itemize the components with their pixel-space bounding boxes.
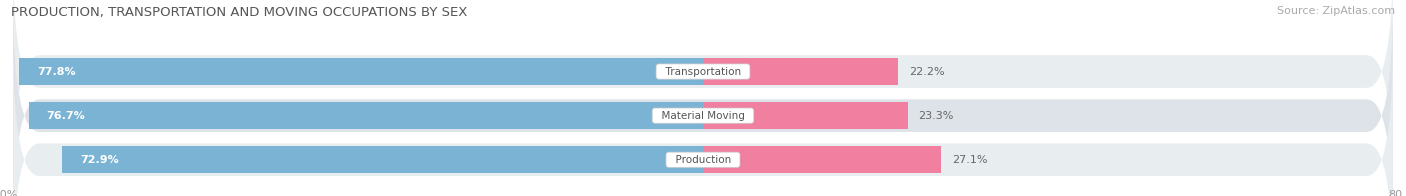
Bar (62, 146, 703, 173)
Text: 72.9%: 72.9% (80, 155, 118, 165)
Text: 22.2%: 22.2% (908, 66, 945, 77)
Text: Transportation: Transportation (658, 66, 748, 77)
FancyBboxPatch shape (13, 0, 1393, 188)
FancyBboxPatch shape (13, 0, 1393, 196)
Bar (20, 58, 703, 85)
Bar (30, 102, 703, 129)
Bar (703, 58, 898, 85)
Text: 76.7%: 76.7% (46, 111, 86, 121)
Bar (703, 102, 908, 129)
Text: 23.3%: 23.3% (918, 111, 953, 121)
Text: 27.1%: 27.1% (952, 155, 987, 165)
Text: Material Moving: Material Moving (655, 111, 751, 121)
Bar (703, 146, 941, 173)
Text: PRODUCTION, TRANSPORTATION AND MOVING OCCUPATIONS BY SEX: PRODUCTION, TRANSPORTATION AND MOVING OC… (11, 6, 468, 19)
FancyBboxPatch shape (13, 44, 1393, 196)
Text: Production: Production (669, 155, 737, 165)
Text: 77.8%: 77.8% (37, 66, 76, 77)
Text: Source: ZipAtlas.com: Source: ZipAtlas.com (1277, 6, 1395, 16)
